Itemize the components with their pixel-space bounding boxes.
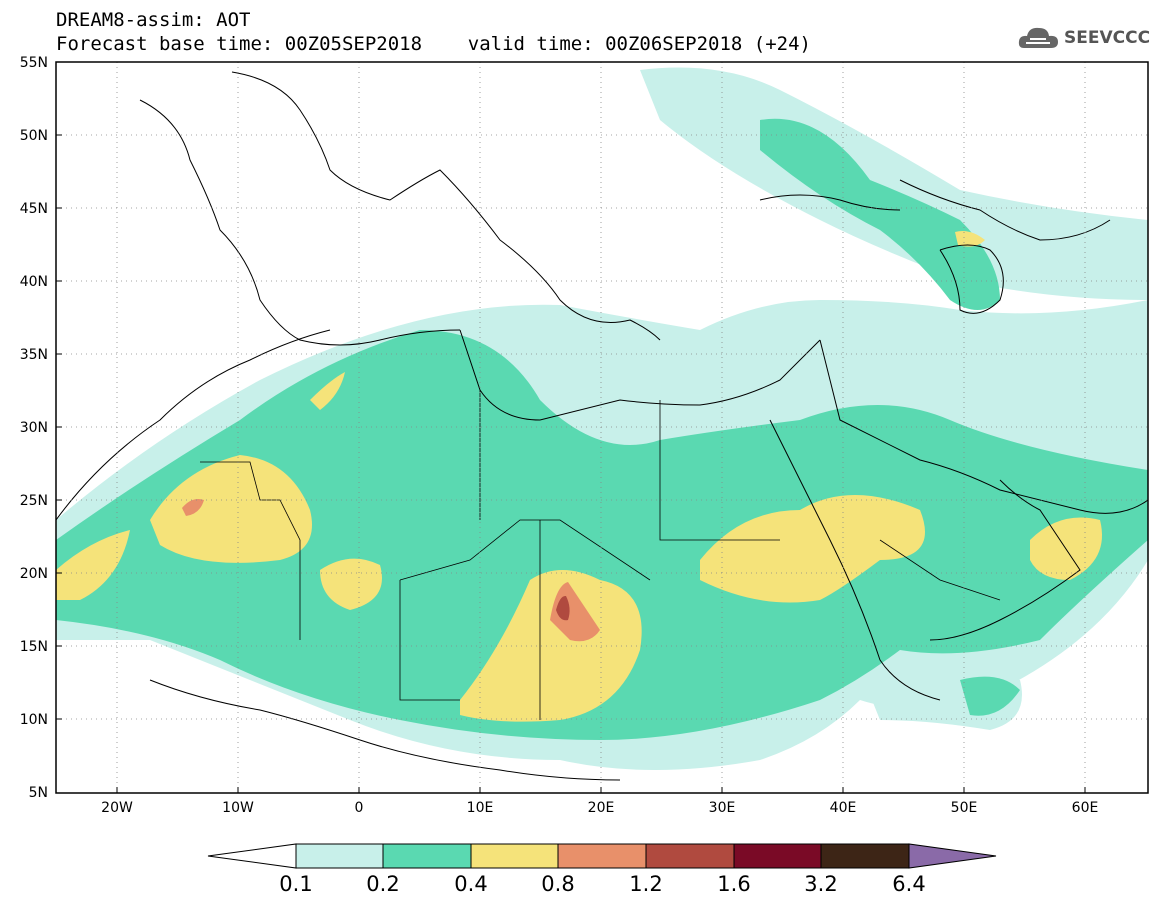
colorbar-low-arrow bbox=[207, 843, 297, 869]
colorbar-label: 0.1 bbox=[279, 872, 313, 896]
coastlines bbox=[56, 71, 1148, 781]
colorbar-swatch bbox=[382, 843, 472, 869]
cloud-icon bbox=[1018, 27, 1058, 48]
colorbar-label: 1.2 bbox=[629, 872, 663, 896]
forecast-times: Forecast base time: 00Z05SEP2018 valid t… bbox=[56, 33, 811, 55]
lat-label: 30N bbox=[19, 420, 48, 436]
axis-ticks bbox=[56, 134, 1086, 793]
lon-label: 10W bbox=[222, 800, 254, 816]
gridlines bbox=[56, 62, 1148, 793]
lat-label: 40N bbox=[19, 274, 48, 290]
aot-band-1.2 bbox=[556, 595, 570, 621]
colorbar-label: 6.4 bbox=[892, 872, 926, 896]
lat-label: 55N bbox=[19, 55, 48, 71]
aot-band-0.8 bbox=[182, 499, 204, 516]
lon-label: 20W bbox=[101, 800, 133, 816]
lon-label: 40E bbox=[829, 800, 857, 816]
map-title: DREAM8-assim: AOT bbox=[56, 9, 251, 31]
lon-label: 50E bbox=[950, 800, 978, 816]
lat-label: 20N bbox=[19, 566, 48, 582]
lon-label: 20E bbox=[587, 800, 615, 816]
lon-label: 0 bbox=[354, 800, 364, 816]
colorbar-label: 0.2 bbox=[366, 872, 400, 896]
colorbar-label: 0.8 bbox=[541, 872, 575, 896]
lat-label: 35N bbox=[19, 347, 48, 363]
borders bbox=[200, 390, 1001, 720]
aot-band-0.4 bbox=[56, 530, 130, 600]
lat-label: 10N bbox=[19, 712, 48, 728]
lat-label: 15N bbox=[19, 639, 48, 655]
aot-shading bbox=[56, 67, 1148, 770]
colorbar-label: 1.6 bbox=[717, 872, 751, 896]
colorbar-swatch bbox=[645, 843, 735, 869]
lon-label: 60E bbox=[1071, 800, 1099, 816]
colorbar-swatch bbox=[295, 843, 384, 869]
lat-label: 5N bbox=[28, 785, 48, 801]
colorbar-high-arrow bbox=[908, 843, 997, 869]
colorbar-swatch bbox=[557, 843, 647, 869]
logo-text: SEEVCCC bbox=[1064, 28, 1151, 48]
lon-label: 30E bbox=[708, 800, 736, 816]
colorbar-label: 0.4 bbox=[454, 872, 488, 896]
colorbar-swatch bbox=[733, 843, 822, 869]
lat-label: 50N bbox=[19, 128, 48, 144]
colorbar-label: 3.2 bbox=[804, 872, 838, 896]
colorbar-swatch bbox=[820, 843, 910, 869]
lat-label: 45N bbox=[19, 201, 48, 217]
colorbar-swatch bbox=[470, 843, 559, 869]
seevccc-logo: SEEVCCC bbox=[1016, 22, 1156, 56]
aot-band-0.2 bbox=[56, 330, 1148, 740]
lat-label: 25N bbox=[19, 493, 48, 509]
lon-label: 10E bbox=[466, 800, 494, 816]
